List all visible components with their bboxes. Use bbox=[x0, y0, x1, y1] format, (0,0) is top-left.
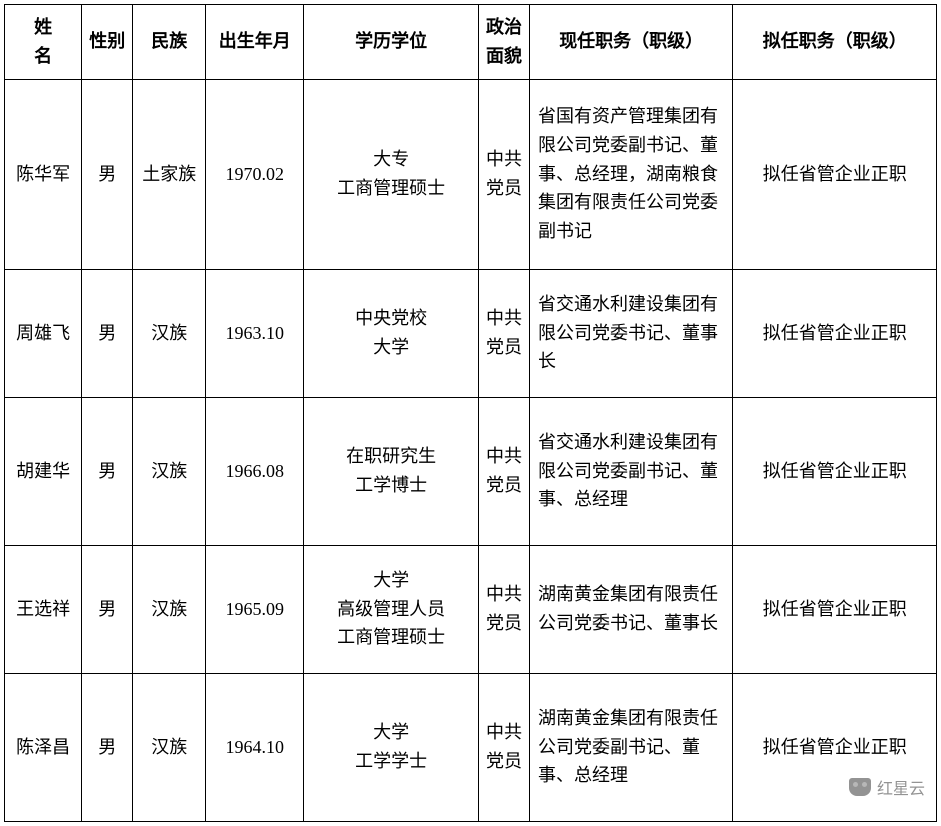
cell-education: 大学 高级管理人员 工商管理硕士 bbox=[304, 545, 479, 673]
cell-name: 陈泽昌 bbox=[5, 673, 82, 821]
col-header-name: 姓 名 bbox=[5, 5, 82, 80]
table-body: 陈华军 男 土家族 1970.02 大专 工商管理硕士 中共党员 省国有资产管理… bbox=[5, 79, 937, 821]
cell-birth: 1965.09 bbox=[206, 545, 304, 673]
cell-gender: 男 bbox=[82, 545, 133, 673]
cell-gender: 男 bbox=[82, 269, 133, 397]
cell-current: 湖南黄金集团有限责任公司党委书记、董事长 bbox=[529, 545, 732, 673]
cell-education: 大专 工商管理硕士 bbox=[304, 79, 479, 269]
cell-political: 中共党员 bbox=[479, 269, 530, 397]
table-row: 胡建华 男 汉族 1966.08 在职研究生 工学博士 中共党员 省交通水利建设… bbox=[5, 397, 937, 545]
cell-name: 王选祥 bbox=[5, 545, 82, 673]
header-row: 姓 名 性别 民族 出生年月 学历学位 政治面貌 现任职务（职级） 拟任职务（职… bbox=[5, 5, 937, 80]
table-row: 周雄飞 男 汉族 1963.10 中央党校 大学 中共党员 省交通水利建设集团有… bbox=[5, 269, 937, 397]
cell-ethnic: 汉族 bbox=[133, 673, 206, 821]
cell-birth: 1964.10 bbox=[206, 673, 304, 821]
col-header-current: 现任职务（职级） bbox=[529, 5, 732, 80]
cell-current: 省交通水利建设集团有限公司党委副书记、董事、总经理 bbox=[529, 397, 732, 545]
cell-political: 中共党员 bbox=[479, 397, 530, 545]
cell-gender: 男 bbox=[82, 397, 133, 545]
col-header-proposed: 拟任职务（职级） bbox=[733, 5, 937, 80]
cell-gender: 男 bbox=[82, 673, 133, 821]
cell-education: 大学 工学学士 bbox=[304, 673, 479, 821]
col-header-gender: 性别 bbox=[82, 5, 133, 80]
cell-education: 中央党校 大学 bbox=[304, 269, 479, 397]
cell-ethnic: 汉族 bbox=[133, 397, 206, 545]
cell-ethnic: 土家族 bbox=[133, 79, 206, 269]
cell-political: 中共党员 bbox=[479, 545, 530, 673]
watermark-text: 红星云 bbox=[877, 775, 925, 799]
cell-name: 周雄飞 bbox=[5, 269, 82, 397]
cell-political: 中共党员 bbox=[479, 79, 530, 269]
table-row: 王选祥 男 汉族 1965.09 大学 高级管理人员 工商管理硕士 中共党员 湖… bbox=[5, 545, 937, 673]
cell-birth: 1966.08 bbox=[206, 397, 304, 545]
col-header-education: 学历学位 bbox=[304, 5, 479, 80]
cell-education: 在职研究生 工学博士 bbox=[304, 397, 479, 545]
cell-proposed: 拟任省管企业正职 bbox=[733, 79, 937, 269]
cell-ethnic: 汉族 bbox=[133, 269, 206, 397]
table-header: 姓 名 性别 民族 出生年月 学历学位 政治面貌 现任职务（职级） 拟任职务（职… bbox=[5, 5, 937, 80]
col-header-political: 政治面貌 bbox=[479, 5, 530, 80]
cell-proposed: 拟任省管企业正职 bbox=[733, 269, 937, 397]
cell-political: 中共党员 bbox=[479, 673, 530, 821]
cell-proposed: 拟任省管企业正职 bbox=[733, 397, 937, 545]
table-row: 陈泽昌 男 汉族 1964.10 大学 工学学士 中共党员 湖南黄金集团有限责任… bbox=[5, 673, 937, 821]
cell-current: 湖南黄金集团有限责任公司党委副书记、董事、总经理 bbox=[529, 673, 732, 821]
personnel-table: 姓 名 性别 民族 出生年月 学历学位 政治面貌 现任职务（职级） 拟任职务（职… bbox=[4, 4, 937, 822]
cell-birth: 1970.02 bbox=[206, 79, 304, 269]
cell-birth: 1963.10 bbox=[206, 269, 304, 397]
cell-ethnic: 汉族 bbox=[133, 545, 206, 673]
table-row: 陈华军 男 土家族 1970.02 大专 工商管理硕士 中共党员 省国有资产管理… bbox=[5, 79, 937, 269]
cell-name: 陈华军 bbox=[5, 79, 82, 269]
col-header-birth: 出生年月 bbox=[206, 5, 304, 80]
cell-current: 省国有资产管理集团有限公司党委副书记、董事、总经理，湖南粮食集团有限责任公司党委… bbox=[529, 79, 732, 269]
wechat-icon bbox=[849, 778, 871, 796]
cell-current: 省交通水利建设集团有限公司党委书记、董事长 bbox=[529, 269, 732, 397]
col-header-ethnic: 民族 bbox=[133, 5, 206, 80]
cell-proposed: 拟任省管企业正职 bbox=[733, 545, 937, 673]
watermark: 红星云 bbox=[849, 775, 925, 799]
cell-gender: 男 bbox=[82, 79, 133, 269]
cell-name: 胡建华 bbox=[5, 397, 82, 545]
